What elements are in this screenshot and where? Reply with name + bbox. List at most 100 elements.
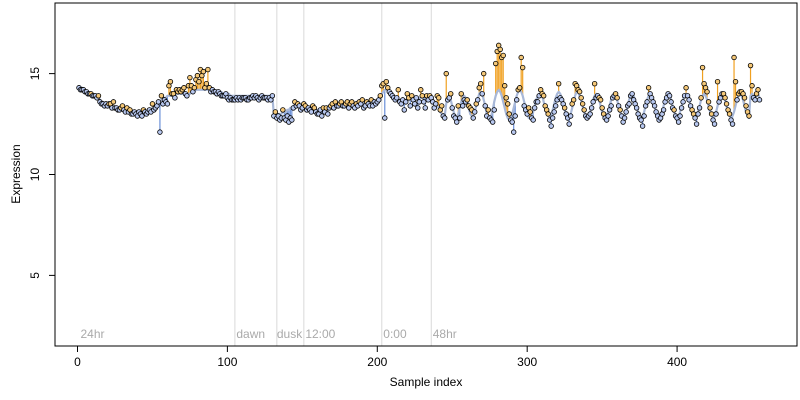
data-point <box>713 111 719 117</box>
segment-label: 0:00 <box>383 327 407 341</box>
data-point <box>482 103 488 109</box>
data-point <box>325 111 331 117</box>
data-point <box>578 95 584 101</box>
data-point <box>698 95 704 101</box>
data-point <box>587 111 593 117</box>
data-point <box>413 95 419 101</box>
data-point <box>475 97 481 103</box>
data-point <box>621 115 628 121</box>
segment-label: 48hr <box>433 327 457 341</box>
x-tick-label: 100 <box>217 355 237 369</box>
data-point <box>555 81 562 87</box>
y-tick-label: 15 <box>28 67 42 81</box>
segment-dividers <box>234 3 432 346</box>
data-point <box>732 78 739 85</box>
data-point <box>668 99 674 105</box>
data-point <box>319 113 325 119</box>
data-points <box>76 42 763 135</box>
data-point <box>164 101 171 107</box>
data-point <box>551 109 557 115</box>
data-point <box>746 113 752 119</box>
data-point <box>472 109 478 115</box>
data-point <box>439 103 445 109</box>
y-axis: 5 10 15 <box>28 67 55 279</box>
data-point <box>675 119 682 125</box>
segment-label: dusk <box>277 327 303 341</box>
data-point <box>403 99 409 105</box>
data-point <box>407 103 413 109</box>
data-point <box>269 93 276 99</box>
data-point <box>506 111 512 117</box>
data-point <box>422 105 428 111</box>
data-point <box>530 117 536 123</box>
data-point <box>729 121 736 127</box>
data-point <box>645 85 652 91</box>
x-axis-label: Sample index <box>390 375 463 389</box>
data-point <box>470 115 476 121</box>
data-point <box>194 72 201 79</box>
data-point <box>741 95 748 101</box>
data-point <box>460 103 466 109</box>
data-point <box>491 107 497 113</box>
data-point <box>608 103 614 109</box>
data-point <box>95 93 102 99</box>
data-point <box>626 101 632 107</box>
data-point <box>503 95 509 101</box>
data-point <box>205 66 211 73</box>
data-point <box>412 101 418 107</box>
data-point <box>660 107 667 113</box>
data-point <box>418 87 424 93</box>
data-point <box>203 81 210 87</box>
data-point <box>158 93 165 99</box>
data-point <box>436 95 442 101</box>
data-point <box>629 91 635 97</box>
data-point <box>677 113 683 119</box>
data-point <box>561 105 568 111</box>
data-point <box>692 115 698 121</box>
data-point <box>747 62 754 69</box>
data-point <box>510 129 517 135</box>
data-point <box>377 93 383 99</box>
data-point <box>504 101 511 107</box>
data-point <box>157 129 163 135</box>
data-point <box>110 99 117 105</box>
data-point <box>187 74 193 81</box>
data-point <box>707 105 713 111</box>
data-point <box>191 85 198 91</box>
data-point <box>686 97 692 103</box>
data-point <box>678 105 685 111</box>
y-tick-label: 10 <box>28 168 42 182</box>
y-tick-label: 5 <box>28 272 42 279</box>
data-point <box>289 117 295 123</box>
data-point <box>623 109 629 115</box>
data-point <box>490 119 496 125</box>
data-point <box>454 119 460 125</box>
plot-frame <box>54 2 798 347</box>
data-point <box>481 70 487 77</box>
data-point <box>752 97 758 103</box>
data-point <box>359 97 365 103</box>
data-point <box>597 97 604 103</box>
data-point <box>605 113 611 119</box>
data-point <box>401 107 407 113</box>
data-point <box>549 115 556 121</box>
data-point <box>695 111 701 117</box>
data-point <box>723 101 730 107</box>
data-point <box>421 99 427 105</box>
x-tick-label: 400 <box>667 355 687 369</box>
data-point <box>512 113 518 119</box>
data-point <box>516 85 523 91</box>
data-point <box>588 105 595 111</box>
x-tick-label: 300 <box>517 355 537 369</box>
data-point <box>641 113 647 119</box>
data-point <box>651 103 658 109</box>
segment-label: 12:00 <box>305 327 335 341</box>
data-point <box>614 95 620 101</box>
data-point <box>566 121 572 127</box>
data-point <box>416 99 422 105</box>
data-point <box>497 46 503 53</box>
data-point <box>509 119 515 125</box>
data-point <box>743 103 749 109</box>
data-point <box>196 78 202 85</box>
